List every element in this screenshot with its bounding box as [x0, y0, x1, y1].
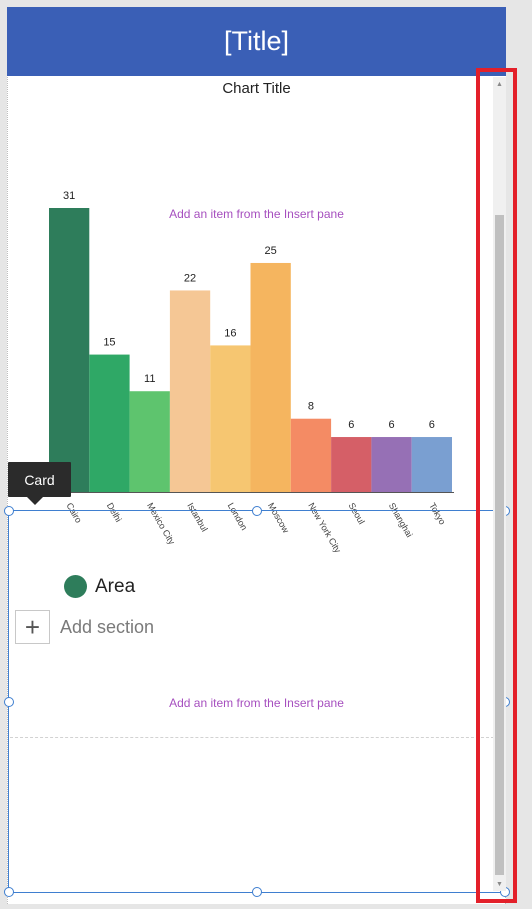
- bar-0[interactable]: [49, 208, 90, 492]
- scroll-down-icon[interactable]: ▼: [496, 881, 503, 888]
- chart-insert-hint: Add an item from the Insert pane: [169, 207, 344, 221]
- legend-label: Area: [95, 575, 136, 597]
- resize-handle-bottom[interactable]: [252, 887, 262, 897]
- resize-handle-top[interactable]: [252, 506, 262, 516]
- data-label-3: 22: [184, 272, 196, 284]
- data-label-8: 6: [388, 419, 394, 431]
- title-bar: [Title]: [7, 7, 506, 76]
- add-section-label[interactable]: Add section: [60, 616, 155, 637]
- card-tooltip: Card: [8, 462, 71, 505]
- bar-4[interactable]: [210, 345, 251, 492]
- add-section-button[interactable]: + Add section: [15, 610, 154, 644]
- bar-3[interactable]: [169, 290, 211, 492]
- chart-title: Chart Title: [222, 80, 291, 97]
- data-label-2: 11: [144, 373, 155, 385]
- resize-handle-bottom-left[interactable]: [4, 887, 14, 897]
- screen-title[interactable]: [Title]: [223, 26, 289, 56]
- bar-1[interactable]: [89, 354, 130, 492]
- bar-5[interactable]: [250, 262, 291, 492]
- scrollbar-thumb[interactable]: [495, 215, 504, 875]
- data-label-4: 16: [224, 327, 236, 339]
- bar-9[interactable]: [411, 437, 452, 492]
- chart-legend: Area: [64, 575, 135, 598]
- data-label-0: 31: [63, 190, 75, 202]
- data-label-5: 25: [265, 245, 277, 257]
- bar-7[interactable]: [331, 437, 372, 492]
- legend-swatch: [64, 575, 87, 598]
- section-divider: [10, 737, 494, 738]
- scrollbar-highlight-box: [476, 68, 517, 903]
- resize-handle-top-left[interactable]: [4, 506, 14, 516]
- data-label-1: 15: [103, 337, 115, 349]
- scroll-up-icon[interactable]: ▲: [496, 81, 503, 88]
- bar-8[interactable]: [371, 437, 412, 492]
- resize-handle-left[interactable]: [4, 697, 14, 707]
- plus-icon[interactable]: +: [15, 610, 50, 644]
- data-label-6: 8: [308, 401, 314, 413]
- data-label-9: 6: [429, 419, 435, 431]
- bar-6[interactable]: [290, 418, 332, 492]
- form-insert-hint: Add an item from the Insert pane: [169, 696, 344, 710]
- bar-2[interactable]: [129, 391, 170, 492]
- data-label-7: 6: [348, 419, 354, 431]
